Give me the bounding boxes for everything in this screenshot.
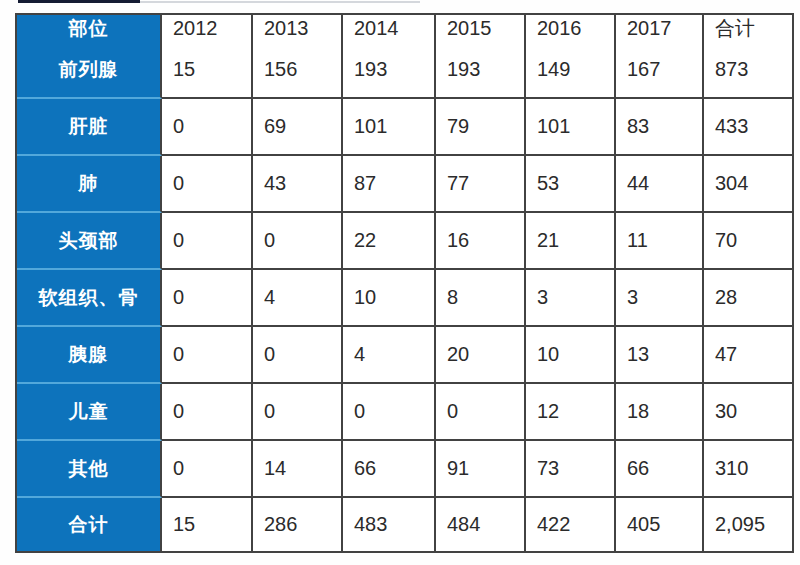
table-row: 肺04387775344304 xyxy=(17,156,792,213)
value-cell: 0 xyxy=(162,99,253,156)
value-cell: 8 xyxy=(436,270,526,327)
value-cell: 20 xyxy=(436,327,526,384)
value-cell: 101 xyxy=(343,99,436,156)
value-cell: 0 xyxy=(436,384,526,441)
value-cell: 422 xyxy=(526,498,616,551)
value-cell: 30 xyxy=(704,384,792,441)
value-cell: 304 xyxy=(704,156,792,213)
row-label-cell: 软组织、骨 xyxy=(17,270,162,327)
top-crop-artifact-line xyxy=(18,0,140,3)
table-row: 其他01466917366310 xyxy=(17,441,792,498)
value-cell: 66 xyxy=(616,441,704,498)
value-cell: 0 xyxy=(162,384,253,441)
value-cell: 69 xyxy=(253,99,343,156)
value-cell: 0 xyxy=(162,441,253,498)
table-body: 前列腺15156193193149167873肝脏069101791018343… xyxy=(17,42,792,551)
row-label-cell: 肺 xyxy=(17,156,162,213)
value-cell: 83 xyxy=(616,99,704,156)
value-cell: 433 xyxy=(704,99,792,156)
value-cell: 12 xyxy=(526,384,616,441)
header-cell: 2013 xyxy=(253,15,343,42)
value-cell: 101 xyxy=(526,99,616,156)
value-cell: 0 xyxy=(253,327,343,384)
value-cell: 18 xyxy=(616,384,704,441)
value-cell: 286 xyxy=(253,498,343,551)
value-cell: 873 xyxy=(704,42,792,99)
value-cell: 21 xyxy=(526,213,616,270)
header-cell: 合计 xyxy=(704,15,792,42)
value-cell: 53 xyxy=(526,156,616,213)
value-cell: 44 xyxy=(616,156,704,213)
statistics-table: 部位201220132014201520162017合计 前列腺15156193… xyxy=(17,15,792,551)
page: 部位201220132014201520162017合计 前列腺15156193… xyxy=(0,0,800,565)
value-cell: 0 xyxy=(253,213,343,270)
table-header: 部位201220132014201520162017合计 xyxy=(17,15,792,42)
value-cell: 193 xyxy=(436,42,526,99)
table-row: 肝脏0691017910183433 xyxy=(17,99,792,156)
value-cell: 405 xyxy=(616,498,704,551)
value-cell: 4 xyxy=(253,270,343,327)
value-cell: 22 xyxy=(343,213,436,270)
header-row: 部位201220132014201520162017合计 xyxy=(17,15,792,42)
value-cell: 73 xyxy=(526,441,616,498)
value-cell: 2,095 xyxy=(704,498,792,551)
value-cell: 77 xyxy=(436,156,526,213)
value-cell: 16 xyxy=(436,213,526,270)
value-cell: 70 xyxy=(704,213,792,270)
table-row: 合计152864834844224052,095 xyxy=(17,498,792,551)
statistics-table-container: 部位201220132014201520162017合计 前列腺15156193… xyxy=(15,13,794,553)
value-cell: 0 xyxy=(162,156,253,213)
header-cell: 2014 xyxy=(343,15,436,42)
table-row: 头颈部002216211170 xyxy=(17,213,792,270)
value-cell: 66 xyxy=(343,441,436,498)
value-cell: 0 xyxy=(162,213,253,270)
row-label-cell: 胰腺 xyxy=(17,327,162,384)
table-row: 儿童0000121830 xyxy=(17,384,792,441)
header-cell: 2016 xyxy=(526,15,616,42)
header-cell: 2015 xyxy=(436,15,526,42)
row-label-cell: 合计 xyxy=(17,498,162,551)
value-cell: 0 xyxy=(162,270,253,327)
value-cell: 193 xyxy=(343,42,436,99)
row-label-cell: 其他 xyxy=(17,441,162,498)
value-cell: 43 xyxy=(253,156,343,213)
value-cell: 87 xyxy=(343,156,436,213)
value-cell: 149 xyxy=(526,42,616,99)
value-cell: 14 xyxy=(253,441,343,498)
value-cell: 10 xyxy=(343,270,436,327)
value-cell: 10 xyxy=(526,327,616,384)
value-cell: 11 xyxy=(616,213,704,270)
value-cell: 15 xyxy=(162,498,253,551)
value-cell: 28 xyxy=(704,270,792,327)
row-label-cell: 头颈部 xyxy=(17,213,162,270)
value-cell: 484 xyxy=(436,498,526,551)
value-cell: 91 xyxy=(436,441,526,498)
table-row: 胰腺00420101347 xyxy=(17,327,792,384)
header-cell: 2012 xyxy=(162,15,253,42)
table-row: 前列腺15156193193149167873 xyxy=(17,42,792,99)
value-cell: 3 xyxy=(616,270,704,327)
value-cell: 167 xyxy=(616,42,704,99)
table-row: 软组织、骨041083328 xyxy=(17,270,792,327)
value-cell: 13 xyxy=(616,327,704,384)
row-label-cell: 肝脏 xyxy=(17,99,162,156)
value-cell: 156 xyxy=(253,42,343,99)
top-crop-artifact-line-faint xyxy=(140,1,420,3)
value-cell: 483 xyxy=(343,498,436,551)
value-cell: 0 xyxy=(253,384,343,441)
value-cell: 0 xyxy=(162,327,253,384)
value-cell: 47 xyxy=(704,327,792,384)
value-cell: 310 xyxy=(704,441,792,498)
row-label-cell: 儿童 xyxy=(17,384,162,441)
value-cell: 0 xyxy=(343,384,436,441)
value-cell: 79 xyxy=(436,99,526,156)
header-cell-site: 部位 xyxy=(17,15,162,42)
row-label-cell: 前列腺 xyxy=(17,42,162,99)
value-cell: 4 xyxy=(343,327,436,384)
header-cell: 2017 xyxy=(616,15,704,42)
value-cell: 15 xyxy=(162,42,253,99)
value-cell: 3 xyxy=(526,270,616,327)
